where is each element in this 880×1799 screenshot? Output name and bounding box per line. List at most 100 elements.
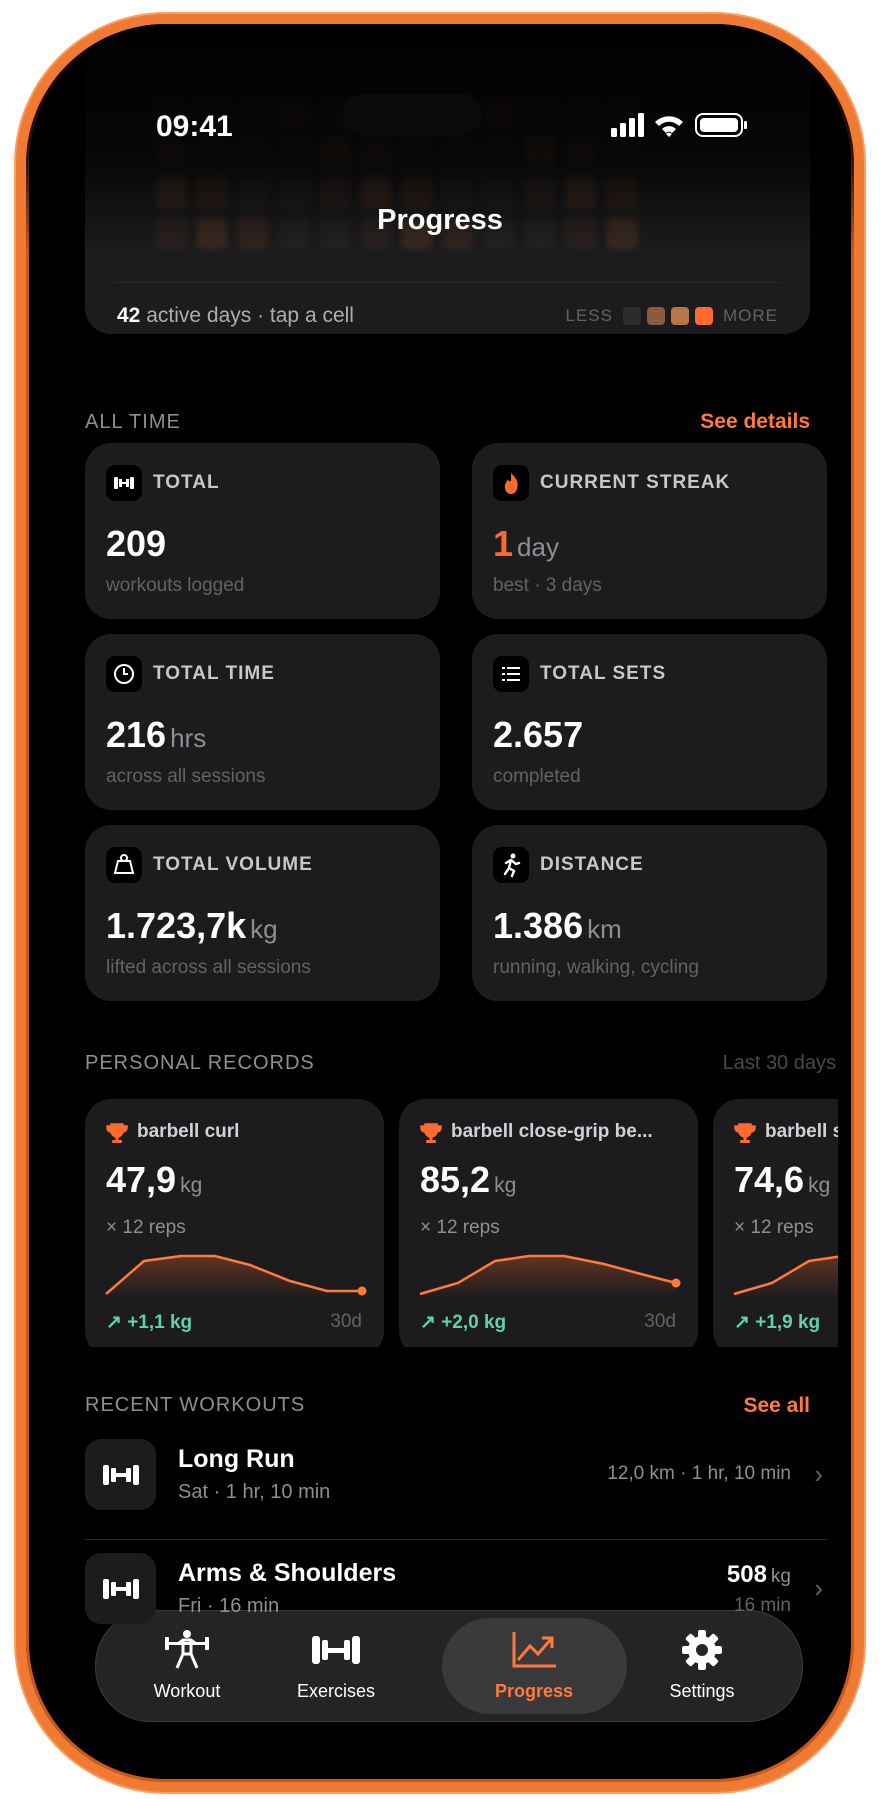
record-name: barbell s: [765, 1121, 838, 1142]
see-details[interactable]: See details: [700, 410, 810, 433]
stat-unit: hrs: [170, 723, 207, 753]
record-delta: +2,0 kg: [441, 1312, 507, 1333]
legend-swatch: [647, 307, 665, 325]
record-name: barbell curl: [137, 1121, 240, 1142]
workout-value-row: 508 kg: [727, 1561, 791, 1589]
workout-icon: [85, 1439, 156, 1510]
workout-detail: 12,0 km · 1 hr, 10 min: [607, 1463, 791, 1484]
chevron: ›: [814, 1459, 823, 1489]
sparkline-glyph: [419, 1254, 681, 1299]
stat-label: TOTAL SETS: [540, 663, 667, 684]
sparkline-glyph: [733, 1255, 838, 1299]
arrow: ↗: [420, 1312, 442, 1333]
legend-less: LESS: [565, 306, 613, 325]
workout-icon: [85, 1553, 156, 1624]
tab[interactable]: Progress: [454, 1621, 614, 1711]
stat-label: TOTAL TIME: [153, 663, 275, 684]
record-value: 85,2: [420, 1159, 491, 1200]
chevron: ›: [814, 1573, 823, 1603]
record-period: 30d: [644, 1311, 676, 1332]
see-all[interactable]: See all: [743, 1394, 810, 1417]
stat-icon-glyph: [114, 664, 134, 684]
trophy-icon-glyph: [734, 1123, 756, 1143]
stat-sub: best · 3 days: [493, 575, 602, 596]
stat-card[interactable]: CURRENT STREAK 1 day best · 3 days: [472, 443, 827, 619]
trophy-icon: [733, 1121, 757, 1145]
stat-icon: [493, 847, 529, 883]
records-row: barbell curl 47,9 kg × 12 reps ↗ +1,1 kg 30d b…: [85, 1085, 838, 1347]
stat-value-row: 2.657: [493, 714, 583, 756]
status-time: 09:41: [156, 110, 233, 143]
stat-label: TOTAL: [153, 472, 220, 493]
trophy-icon: [105, 1121, 129, 1145]
dynamic-island: [342, 94, 482, 136]
arrow: ↗: [734, 1312, 756, 1333]
stat-value: 216: [106, 714, 167, 755]
workout-sub: Sat · 1 hr, 10 min: [178, 1481, 331, 1503]
stat-value-row: 209: [106, 523, 166, 565]
tab-icon-glyph: [512, 1632, 556, 1668]
stat-icon-glyph: [502, 667, 520, 681]
stat-value-row: 1 day: [493, 523, 559, 565]
divider: [85, 1539, 827, 1540]
stat-card[interactable]: TOTAL VOLUME 1.723,7k kg lifted across all …: [85, 825, 440, 1001]
sparkline-glyph: [105, 1254, 367, 1299]
record-reps: × 12 reps: [420, 1217, 500, 1238]
workout-row[interactable]: Long Run Sat · 1 hr, 10 min 12,0 km · 1 hr…: [85, 1435, 827, 1515]
trophy-icon: [419, 1121, 443, 1145]
stat-card[interactable]: TOTAL TIME 216 hrs across all sessions: [85, 634, 440, 810]
record-value-row: 85,2 kg: [420, 1159, 516, 1201]
tab-icon: [107, 1627, 267, 1673]
stat-card[interactable]: DISTANCE 1.386 km running, walking, cycling: [472, 825, 827, 1001]
workout-detail: 16 min: [733, 1595, 791, 1616]
stat-value: 1.386: [493, 905, 584, 946]
tab[interactable]: Settings: [622, 1621, 782, 1711]
stat-icon: [493, 656, 529, 692]
section-title: PERSONAL RECORDS: [85, 1052, 315, 1074]
tab[interactable]: Workout: [107, 1621, 267, 1711]
section-title: RECENT WORKOUTS: [85, 1394, 306, 1416]
records-note: Last 30 days: [722, 1052, 836, 1074]
legend-more: MORE: [723, 306, 778, 325]
workout-row[interactable]: Arms & Shoulders Fri · 16 min 508 kg 16 min ›: [85, 1549, 827, 1629]
tab[interactable]: Exercises: [256, 1621, 416, 1711]
record-card[interactable]: barbell s 74,6 kg × 12 reps ↗ +1,9 kg: [713, 1099, 838, 1347]
stat-value: 2.657: [493, 714, 584, 755]
record-card[interactable]: barbell curl 47,9 kg × 12 reps ↗ +1,1 kg 30d: [85, 1099, 384, 1347]
arrow: ↗: [106, 1312, 128, 1333]
sparkline: [713, 1099, 838, 1347]
stat-sub: workouts logged: [106, 575, 245, 596]
record-card[interactable]: barbell close-grip be... 85,2 kg × 12 reps ↗…: [399, 1099, 698, 1347]
stat-label: CURRENT STREAK: [540, 472, 731, 493]
stat-card[interactable]: TOTAL 209 workouts logged: [85, 443, 440, 619]
record-unit: kg: [180, 1174, 203, 1197]
tab-icon: [454, 1627, 614, 1673]
legend-swatch: [671, 307, 689, 325]
active-days: 42: [117, 304, 141, 327]
stat-icon-glyph: [503, 853, 521, 878]
tab-icon-glyph: [682, 1630, 722, 1670]
stat-card[interactable]: TOTAL SETS 2.657 completed: [472, 634, 827, 810]
legend-swatch: [695, 307, 713, 325]
stat-icon-glyph: [504, 473, 518, 494]
workout-icon-glyph: [102, 1464, 139, 1485]
screen: 42 active days · tap a cell LESS MORE 09…: [26, 24, 854, 1782]
stat-value: 209: [106, 523, 167, 564]
record-delta-row: ↗ +1,1 kg: [106, 1311, 192, 1334]
page-title: Progress: [377, 204, 503, 236]
workout-value: 508: [726, 1561, 767, 1588]
legend-swatch: [623, 307, 641, 325]
sparkline: [85, 1099, 384, 1347]
tab-label: Settings: [669, 1681, 735, 1701]
record-unit: kg: [494, 1174, 517, 1197]
stat-label: TOTAL VOLUME: [153, 854, 313, 875]
stat-value: 1: [493, 523, 514, 564]
heatmap-legend: LESS MORE: [566, 306, 778, 326]
record-value: 47,9: [106, 1159, 177, 1200]
tab-icon: [622, 1627, 782, 1673]
stat-icon: [106, 656, 142, 692]
stat-unit: day: [517, 532, 559, 562]
stat-icon: [106, 465, 142, 501]
status-icons: [611, 113, 747, 137]
tab-label: Exercises: [296, 1681, 376, 1701]
